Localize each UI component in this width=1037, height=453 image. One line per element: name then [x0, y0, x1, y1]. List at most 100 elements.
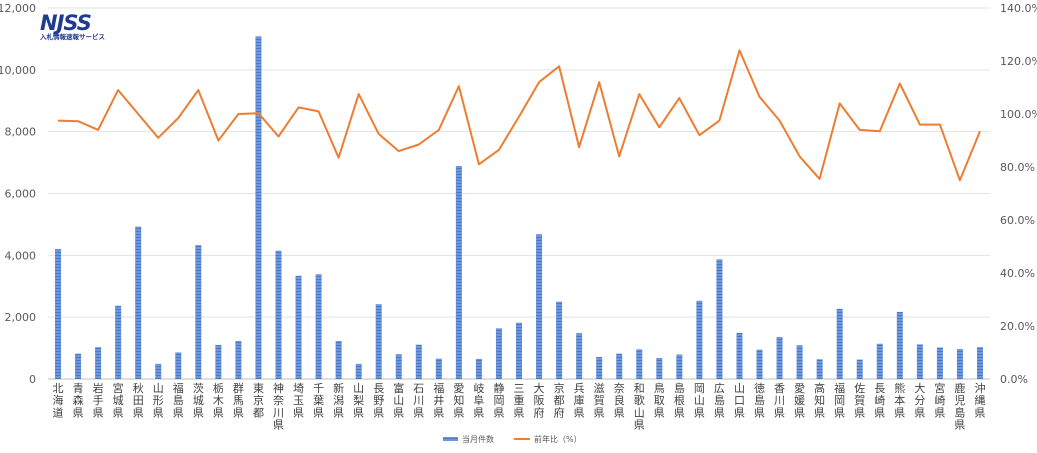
category-label: 熊本県: [894, 381, 905, 419]
logo-sub-text: 入札情報速報サービス: [39, 32, 105, 41]
category-label: 長崎県: [874, 382, 885, 419]
y-right-tick-label: 140.0%: [1000, 2, 1037, 15]
bar: [616, 353, 623, 379]
category-label: 宮崎県: [934, 381, 945, 419]
category-label: 島根県: [674, 381, 685, 419]
bar: [856, 359, 863, 379]
category-label: 埼玉県: [293, 381, 304, 419]
logo-main-text: NJSS: [40, 11, 91, 35]
category-label: 岡山県: [694, 382, 705, 419]
y-left-tick-label: 4,000: [5, 249, 37, 262]
bar-series: [55, 36, 983, 380]
legend: 当月件数 前年比（%）: [443, 434, 582, 444]
bar: [415, 344, 422, 379]
category-label: 千葉県: [313, 382, 324, 419]
category-label: 新潟県: [333, 381, 344, 419]
y-right-tick-label: 80.0%: [1000, 161, 1035, 174]
x-axis-categories: 北海道青森県岩手県宮城県秋田県山形県福島県茨城県栃木県群馬県東京都神奈川県埼玉県…: [53, 381, 986, 432]
legend-bar-swatch: [443, 437, 458, 441]
bar: [976, 347, 983, 379]
bar: [135, 226, 142, 379]
category-label: 群馬県: [233, 381, 244, 419]
category-label: 鳥取県: [654, 381, 665, 419]
category-label: 栃木県: [213, 381, 224, 419]
gridlines: [48, 7, 990, 380]
bar: [516, 322, 522, 379]
category-label: 石川県: [413, 382, 424, 419]
bar: [235, 340, 242, 379]
y-right-tick-label: 60.0%: [1000, 214, 1035, 227]
bar: [435, 358, 442, 379]
category-label: 宮城県: [113, 381, 124, 419]
category-label: 大阪府: [534, 381, 545, 419]
category-label: 東京都: [253, 382, 264, 419]
bar: [716, 259, 723, 379]
yoy-line: [57, 49, 981, 182]
y-left-tick-label: 8,000: [5, 126, 37, 139]
bar: [816, 359, 823, 379]
y-right-tick-label: 120.0%: [1000, 55, 1037, 68]
y-right-tick-label: 40.0%: [1000, 267, 1035, 280]
category-label: 徳島県: [754, 382, 765, 419]
y-axis-left: 0 2,000 4,000 6,000 8,000 10,000 12,000: [0, 2, 36, 386]
category-label: 和歌山県: [634, 382, 645, 432]
bar: [896, 311, 903, 379]
bar: [255, 36, 262, 380]
category-label: 沖縄県: [974, 382, 985, 419]
bar: [55, 249, 62, 379]
category-label: 長野県: [373, 382, 384, 419]
category-label: 福岡県: [834, 381, 845, 419]
bar: [576, 333, 583, 379]
bar: [796, 345, 803, 379]
category-label: 神奈川県: [273, 381, 284, 432]
bar: [95, 347, 102, 379]
y-axis-right: 0.0% 20.0% 40.0% 60.0% 80.0% 100.0% 120.0% 140.…: [1000, 2, 1037, 386]
bar: [556, 301, 563, 379]
bar: [475, 358, 482, 379]
legend-bar-label: 当月件数: [462, 434, 494, 444]
category-label: 愛媛県: [794, 382, 805, 419]
category-label: 愛知県: [453, 382, 464, 419]
category-label: 山口県: [734, 382, 745, 419]
bar: [636, 349, 643, 379]
line-series: [57, 49, 981, 182]
njss-logo: NJSS 入札情報速報サービス: [39, 11, 105, 41]
y-left-tick-label: 2,000: [5, 311, 37, 324]
category-label: 北海道: [53, 382, 64, 419]
category-label: 兵庫県: [574, 382, 585, 419]
category-label: 岐阜県: [473, 382, 484, 419]
category-label: 高知県: [814, 381, 825, 419]
y-left-tick-label: 6,000: [5, 188, 37, 201]
category-label: 静岡県: [493, 381, 504, 419]
bar: [756, 349, 763, 379]
category-label: 広島県: [714, 382, 725, 419]
category-label: 京都府: [554, 381, 565, 419]
category-label: 鹿児島県: [954, 381, 965, 432]
y-right-tick-label: 20.0%: [1000, 320, 1035, 333]
bar: [836, 308, 843, 379]
category-label: 福井県: [433, 381, 444, 419]
bar: [275, 250, 282, 379]
bar: [536, 234, 543, 379]
bar: [776, 336, 783, 379]
bar: [295, 275, 302, 379]
category-label: 秋田県: [133, 381, 144, 419]
category-label: 山形県: [153, 382, 164, 419]
bar: [395, 354, 402, 379]
bar: [375, 304, 382, 379]
bar: [115, 305, 122, 379]
bar: [936, 347, 943, 379]
category-label: 山梨県: [353, 382, 364, 419]
legend-line-label: 前年比（%）: [534, 434, 582, 444]
y-left-tick-label: 10,000: [0, 64, 36, 77]
y-left-tick-label: 12,000: [0, 2, 36, 15]
bar: [916, 344, 923, 379]
category-label: 福島県: [173, 381, 184, 419]
bar: [355, 363, 362, 379]
bar: [656, 357, 663, 379]
bar: [495, 328, 502, 379]
bar: [596, 357, 603, 379]
y-right-tick-label: 0.0%: [1000, 373, 1028, 386]
category-label: 富山県: [393, 381, 404, 419]
